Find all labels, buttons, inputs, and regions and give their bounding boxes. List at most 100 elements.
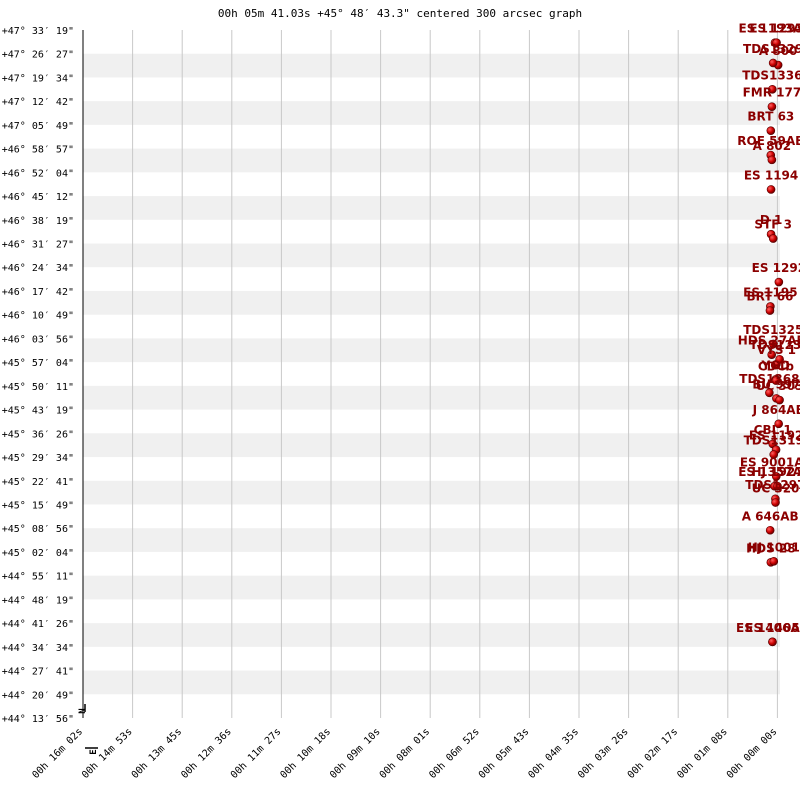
star-label: J 864AB (752, 403, 800, 417)
x-tick-label: 00h 12m 36s (179, 726, 234, 781)
row-band (83, 480, 780, 505)
y-tick-label: +45° 57′ 04" (2, 358, 74, 369)
y-tick-label: +46° 24′ 34" (2, 263, 74, 274)
star-label: TDS1239 (750, 338, 800, 352)
star-dot (765, 388, 774, 398)
star-marker[interactable]: HJ 1001 (748, 540, 800, 566)
star-marker[interactable]: J 864AB (752, 403, 800, 429)
star-label: BU 997 (752, 377, 800, 391)
star-marker[interactable]: ES 1192 (749, 429, 800, 455)
row-band (83, 101, 780, 125)
star-dot (771, 498, 780, 507)
star-label: UC 320 (752, 482, 800, 496)
y-tick-label: +45° 36′ 26" (2, 429, 74, 440)
star-marker[interactable]: TDS1325 (743, 323, 800, 349)
star-marker[interactable]: VYS 1 (757, 343, 796, 369)
star-dot (766, 185, 776, 194)
star-dot (773, 481, 782, 491)
star-label: ES 1293 (749, 22, 800, 36)
x-tick-label: 00h 03m 26s (576, 726, 631, 781)
y-tick-label: +47° 33′ 19" (2, 26, 74, 37)
x-tick-label: 00h 01m 08s (675, 726, 730, 781)
star-dot (772, 38, 781, 47)
star-label: STF 3 (754, 218, 792, 232)
star-marker[interactable]: A 802 (753, 139, 792, 165)
star-dot (769, 450, 779, 459)
star-label: ES 1292 (752, 261, 800, 275)
star-marker[interactable]: TDS1319 (744, 433, 800, 459)
star-marker[interactable]: ES 1293 (749, 22, 800, 47)
star-marker[interactable]: TDS1329 (743, 42, 800, 68)
star-label: FMR 177 (743, 86, 800, 100)
star-marker[interactable]: CBL 1 (754, 423, 792, 449)
x-tick-label: 00h 13m 45s (130, 726, 185, 781)
star-marker[interactable]: ES 9001AB (740, 455, 800, 481)
star-label: YGD (761, 358, 791, 372)
x-tick-label: 00h 02m 17s (626, 726, 681, 781)
x-tick-label: 00h 06m 52s (427, 726, 482, 781)
star-marker[interactable]: TDS1368 (739, 372, 799, 398)
star-label: HDS 27AB (738, 334, 800, 348)
star-label: ES 9001AB (740, 455, 800, 469)
star-label: HDS 28 (746, 541, 796, 555)
star-marker[interactable]: HDS 27AB (738, 334, 800, 359)
star-marker[interactable]: UC 320 (752, 482, 800, 507)
star-label: ES 1194 (744, 168, 798, 182)
y-tick-label: +47° 05′ 49" (2, 121, 74, 132)
star-dot (768, 234, 778, 243)
star-marker[interactable]: ES 1405 (745, 621, 800, 647)
x-tick-label: 00h 16m 02s (31, 726, 86, 781)
y-tick-label: +47° 19′ 34" (2, 73, 74, 84)
y-tick-label: +46° 31′ 27" (2, 240, 74, 251)
star-label: TDS1329 (743, 42, 800, 56)
chart-title: 00h 05m 41.03s +45° 48′ 43.3" centered 3… (218, 7, 582, 20)
star-label: BRT 63 (747, 110, 794, 124)
star-dot (775, 354, 784, 364)
x-tick-label: 00h 04m 35s (527, 726, 582, 781)
row-band (83, 243, 780, 268)
star-dot (774, 277, 784, 287)
star-marker[interactable]: A 646AB (742, 509, 799, 535)
star-marker[interactable]: TDS1336 (742, 68, 800, 94)
row-band (83, 338, 780, 363)
star-label: A 646AB (742, 509, 799, 523)
y-tick-label: +45° 15′ 49" (2, 500, 74, 511)
star-label: TDS1297 (745, 478, 800, 492)
y-tick-label: +46° 17′ 42" (2, 287, 74, 298)
star-marker[interactable]: HJ 1927 (751, 465, 800, 491)
star-dot (767, 155, 777, 165)
y-tick-label: +47° 26′ 27" (2, 50, 74, 61)
star-label: A 800 (759, 44, 798, 58)
y-tick-label: +46° 03′ 56" (2, 334, 74, 345)
star-label: ES 1406AB (736, 621, 800, 635)
y-tick-label: +44° 41′ 26" (2, 619, 74, 630)
star-dot (771, 472, 781, 481)
y-tick-label: +44° 55′ 11" (2, 572, 74, 583)
y-tick-label: +45° 50′ 11" (2, 382, 74, 393)
star-marker[interactable]: ES 1194 (744, 168, 798, 194)
star-marker[interactable]: ES 1292 (752, 261, 800, 287)
star-marker[interactable]: BRT 63 (747, 110, 794, 135)
y-tick-label: +44° 27′ 41" (2, 667, 74, 678)
star-label: VYS 1 (757, 343, 796, 357)
y-tick-label: +46° 45′ 12" (2, 192, 74, 203)
star-label: ES 1195 (743, 285, 797, 299)
star-dot (774, 419, 783, 429)
star-marker[interactable]: TDS1239 (750, 338, 800, 364)
y-tick-label: +45° 22′ 41" (2, 477, 74, 488)
star-marker[interactable]: STF 3 (754, 218, 792, 243)
star-marker[interactable]: BRT 66 (746, 290, 793, 315)
y-tick-label: +44° 48′ 19" (2, 595, 74, 606)
y-tick-label: +46° 58′ 57" (2, 145, 74, 156)
star-label: ROE 59AB (737, 134, 800, 148)
star-label: TDS1319 (744, 433, 800, 447)
star-marker[interactable]: FMR 177 (743, 86, 800, 111)
star-dot (768, 637, 777, 647)
star-marker[interactable]: CDCb (758, 360, 795, 385)
star-label: ES 1405 (745, 621, 799, 635)
row-band (83, 148, 780, 173)
star-dot (767, 102, 777, 111)
